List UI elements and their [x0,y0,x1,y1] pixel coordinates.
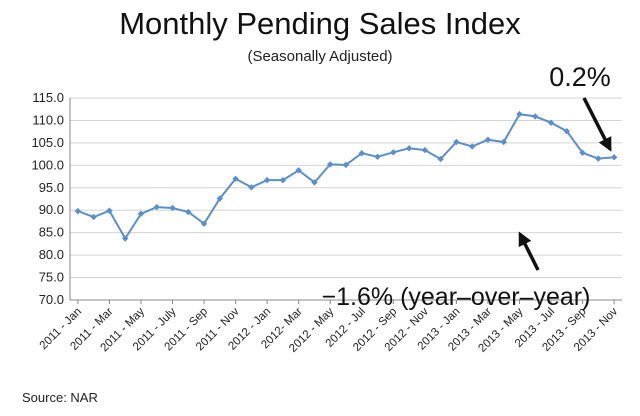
y-tick-label: 115.0 [32,90,64,105]
data-point [169,204,176,212]
data-point [390,149,397,156]
data-point [595,155,602,162]
data-point [216,195,224,202]
data-point [579,149,586,156]
data-point [248,184,255,191]
data-point [153,203,160,211]
data-point [74,207,82,215]
chart-title: Monthly Pending Sales Index [119,6,521,41]
y-tick-label: 75.0 [39,270,64,285]
source-note: Source: NAR [22,390,98,405]
data-point [90,213,97,221]
annotation-arrow-top [582,97,612,152]
data-point [547,119,555,126]
data-point [563,128,570,135]
annotation-monthly-change: 0.2% [549,62,611,92]
data-point [122,235,129,242]
y-tick-label: 110.0 [32,112,64,127]
data-point [106,207,113,214]
data-point [295,167,302,174]
data-point [342,161,350,169]
data-point [311,179,318,186]
y-tick-label: 100.0 [31,157,64,172]
data-point [137,210,145,218]
y-tick-label: 85.0 [39,225,64,240]
data-point [200,220,208,227]
data-point [421,146,429,154]
annotation-yoy-change: −1.6% (year–over–year) [322,283,591,311]
data-point [468,143,476,150]
data-point [453,138,460,146]
y-tick-label: 90.0 [39,202,64,217]
data-point [500,138,507,146]
series-line [77,113,615,241]
data-point [484,136,492,143]
data-point [516,110,523,118]
annotation-arrow-bottom [518,231,540,271]
data-point [263,176,271,184]
y-tick-label: 95.0 [39,180,64,195]
data-point [327,161,334,168]
data-point [185,208,192,216]
data-point [532,113,539,120]
y-tick-label: 105.0 [31,135,64,150]
chart-subtitle: (Seasonally Adjusted) [247,48,393,65]
data-point [374,153,381,161]
data-point [232,175,239,182]
data-point [279,176,287,184]
data-point [358,150,365,157]
data-point [405,145,413,152]
data-point [437,155,444,163]
y-tick-label: 80.0 [39,247,64,262]
y-tick-label: 70.0 [39,292,64,307]
data-point [610,154,618,161]
